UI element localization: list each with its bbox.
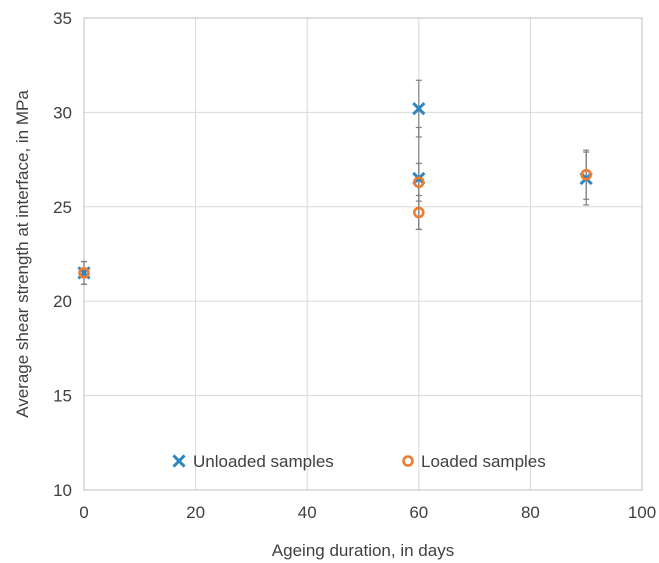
y-axis-title: Average shear strength at interface, in … [13, 90, 32, 418]
legend: Unloaded samples Loaded samples [172, 452, 546, 471]
legend-label-loaded: Loaded samples [421, 452, 546, 471]
y-tick-label: 10 [53, 481, 72, 500]
x-tick-label: 80 [521, 503, 540, 522]
x-stroke [172, 454, 186, 468]
x-tick-label: 0 [79, 503, 88, 522]
legend-item-unloaded: Unloaded samples [172, 452, 334, 471]
x-stroke [412, 102, 426, 116]
y-tick-label: 30 [53, 103, 72, 122]
y-tick-label: 35 [53, 9, 72, 28]
legend-circle-symbol [402, 455, 414, 467]
y-tick-label: 25 [53, 198, 72, 217]
y-tick-label: 15 [53, 387, 72, 406]
grid-lines [83, 17, 643, 491]
legend-marker-x [172, 454, 186, 468]
data-point-unloaded [412, 102, 426, 116]
x-tick-label: 40 [298, 503, 317, 522]
y-tick-label: 20 [53, 292, 72, 311]
legend-label-unloaded: Unloaded samples [193, 452, 334, 471]
error-bars [81, 79, 590, 285]
data-markers [77, 102, 593, 280]
x-axis-title: Ageing duration, in days [272, 541, 454, 560]
data-point-loaded [78, 267, 90, 279]
x-tick-label: 60 [409, 503, 428, 522]
legend-marker-circle [402, 455, 414, 467]
legend-item-loaded: Loaded samples [402, 452, 546, 471]
x-tick-label: 100 [628, 503, 656, 522]
x-axis-tick-labels: 0 20 40 60 80 100 [79, 503, 656, 522]
y-axis-tick-labels: 10 15 20 25 30 35 [53, 9, 72, 500]
legend-x-symbol [172, 454, 186, 468]
data-point-loaded [580, 168, 593, 181]
data-point-loaded [412, 206, 425, 219]
plot-area-frame [83, 17, 643, 491]
x-tick-label: 20 [186, 503, 205, 522]
data-point-loaded [412, 176, 425, 189]
